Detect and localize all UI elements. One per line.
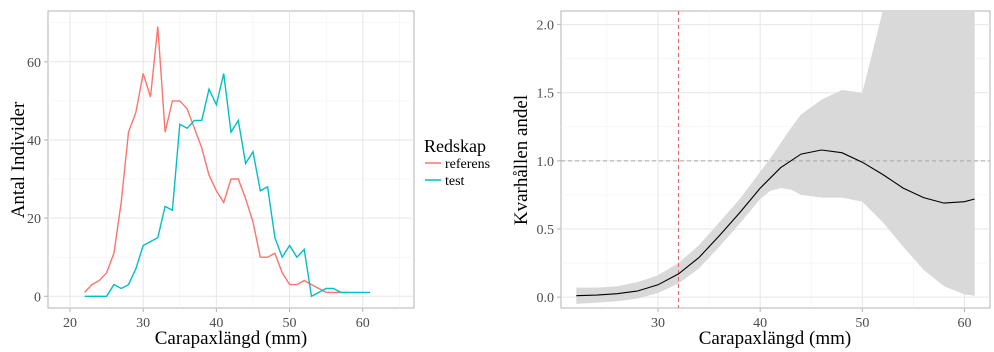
panel1-x-tick-labels: 20 30 40 50 60 <box>63 308 370 331</box>
panel2-confidence-band <box>576 11 975 304</box>
p2-y-tick-label: 1.5 <box>537 87 555 102</box>
panel1-y-axis-title: Antal Individer <box>8 101 29 218</box>
p2-x-tick-label: 40 <box>753 316 767 331</box>
panel1-gridlines <box>48 11 414 308</box>
legend-title: Redskap <box>424 136 486 156</box>
panel2-y-tick-labels: 0.0 0.5 1.0 1.5 2.0 <box>537 19 561 306</box>
p2-y-tick-label: 0.5 <box>537 223 555 238</box>
panel2-series <box>576 149 975 297</box>
p1-y-tick-label: 20 <box>27 212 41 227</box>
p2-y-tick-label: 2.0 <box>537 19 555 34</box>
confidence-band-area <box>576 11 975 304</box>
p1-y-tick-label: 0 <box>34 290 41 305</box>
p1-x-tick-label: 60 <box>356 316 370 331</box>
panel1-plot-background <box>47 10 415 309</box>
p2-y-tick-label: 0.0 <box>537 291 555 306</box>
p2-x-tick-label: 30 <box>651 316 665 331</box>
p2-y-tick-label: 1.0 <box>537 155 555 170</box>
panel2-x-tick-labels: 30 40 50 60 <box>651 308 971 331</box>
panel1-series <box>84 26 371 298</box>
panel-count-by-length: 20 30 40 50 60 0 20 40 60 Carapaxlängd (mm) Ant… <box>8 10 415 349</box>
p1-x-tick-label: 40 <box>209 316 223 331</box>
p2-x-tick-label: 60 <box>957 316 971 331</box>
panel-retained-share: 30 40 50 60 0.0 0.5 1.0 1.5 2.0 Carapaxlängd (m… <box>511 10 991 349</box>
panel1-x-axis-title: Carapaxlängd (mm) <box>155 328 307 349</box>
panel2-reference-lines <box>561 11 990 308</box>
series-line-fit-0 <box>576 149 975 297</box>
panel2-y-axis-title: Kvarhållen andel <box>511 95 532 225</box>
series-line-test <box>84 73 371 298</box>
p1-y-tick-label: 40 <box>27 134 41 149</box>
p1-x-tick-label: 30 <box>136 316 150 331</box>
panel1-y-tick-labels: 0 20 40 60 <box>27 56 48 305</box>
p1-y-tick-label: 60 <box>27 56 41 71</box>
series-line-referens <box>84 26 349 294</box>
legend-label-test: test <box>445 174 465 189</box>
p1-x-tick-label: 50 <box>283 316 297 331</box>
p2-x-tick-label: 50 <box>855 316 869 331</box>
legend-label-referens: referens <box>445 157 490 172</box>
p1-x-tick-label: 20 <box>63 316 77 331</box>
legend: Redskap referens test <box>424 136 490 189</box>
panel2-x-axis-title: Carapaxlängd (mm) <box>699 328 851 349</box>
